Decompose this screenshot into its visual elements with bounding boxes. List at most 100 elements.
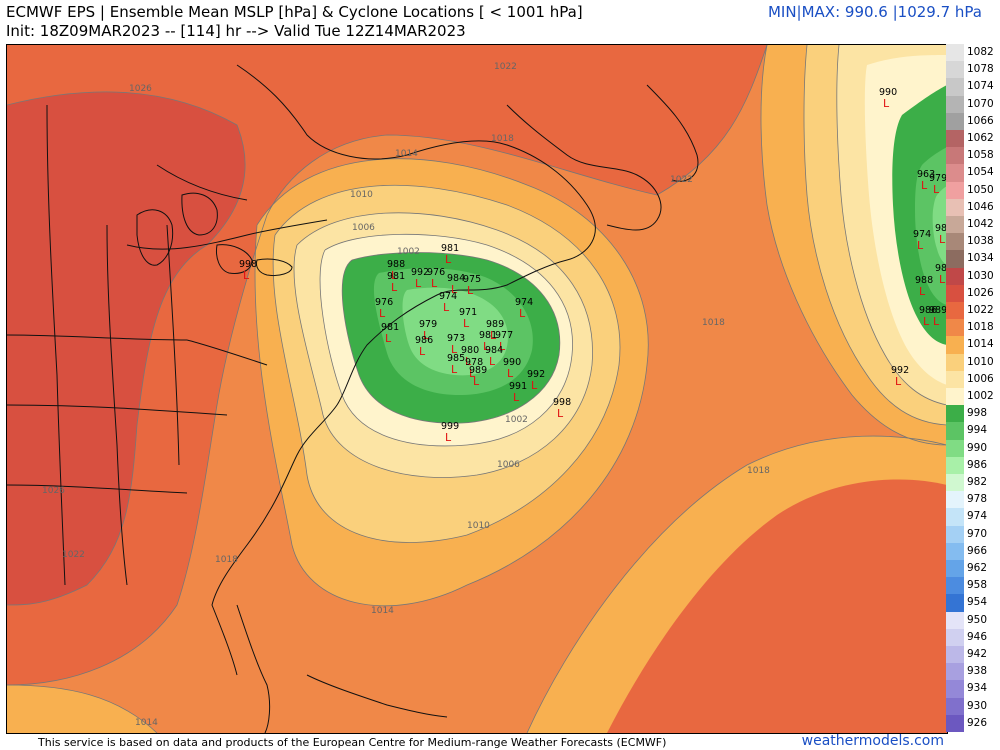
colorbar-swatch (946, 542, 964, 560)
colorbar-label: 958 (967, 579, 988, 592)
cyclone-pressure: 986 (415, 335, 433, 346)
colorbar-swatch (946, 508, 964, 526)
colorbar-swatch (946, 250, 964, 268)
isobar-label: 1018 (747, 466, 770, 476)
colorbar-swatch (946, 267, 964, 285)
great-lakes (136, 192, 293, 276)
cyclone-pressure: 985 (447, 353, 465, 364)
isobar-lines (7, 45, 947, 733)
colorbar-entry: 998 (946, 405, 1000, 423)
isobar-label: 1018 (491, 134, 514, 144)
colorbar-swatch (946, 628, 964, 646)
colorbar-entry: 950 (946, 611, 1000, 629)
low-symbol: L (451, 283, 458, 296)
isobar-label: 1002 (505, 415, 528, 425)
colorbar-entry: 1018 (946, 319, 1000, 337)
site-link[interactable]: weathermodels.com (801, 733, 944, 749)
colorbar-entry: 1038 (946, 233, 1000, 251)
colorbar-swatch (946, 198, 964, 216)
colorbar-entry: 962 (946, 560, 1000, 578)
isobar-label: 1022 (494, 62, 517, 72)
colorbar-swatch (946, 680, 964, 698)
colorbar-entry: 1082 (946, 44, 1000, 62)
colorbar-swatch (946, 474, 964, 492)
cyclone-pressure: 984 (935, 223, 947, 234)
pressure-colorbar: 1082 1078 1074 1070 1066 1062 1058 1054 1050 1046… (946, 44, 1000, 732)
colorbar-swatch (946, 697, 964, 715)
colorbar-entry: 954 (946, 594, 1000, 612)
colorbar-entry: 982 (946, 474, 1000, 492)
colorbar-label: 942 (967, 648, 988, 660)
colorbar-entry: 926 (946, 714, 1000, 732)
colorbar-swatch (946, 95, 964, 113)
colorbar-label: 1002 (967, 390, 994, 402)
low-symbol: L (391, 269, 398, 282)
cyclone-marker: 983L (935, 263, 947, 286)
low-symbol: L (467, 284, 474, 297)
isobar-label: 1014 (371, 606, 394, 616)
low-symbol: L (451, 363, 458, 376)
colorbar-entry: 1050 (946, 181, 1000, 199)
colorbar-swatch (946, 78, 964, 96)
isobar-label: 1006 (497, 460, 520, 470)
colorbar-label: 1082 (967, 46, 994, 58)
cyclone-pressure: 979 (419, 319, 437, 330)
colorbar-swatch (946, 233, 964, 251)
cyclone-pressure: 999 (441, 421, 459, 432)
cyclone-pressure: 992 (891, 365, 909, 376)
isobar-label: 1026 (129, 84, 152, 94)
cyclone-pressure: 998 (239, 259, 257, 270)
low-symbol: L (445, 253, 452, 266)
colorbar-swatch (946, 646, 964, 664)
low-symbol: L (483, 340, 490, 353)
cyclone-pressure: 976 (375, 297, 393, 308)
colorbar-label: 966 (967, 544, 988, 557)
colorbar-entry: 1034 (946, 250, 1000, 268)
colorbar-swatch (946, 456, 964, 474)
colorbar-swatch (946, 370, 964, 388)
low-symbol: L (473, 375, 480, 388)
colorbar-entry: 986 (946, 456, 1000, 474)
low-symbol: L (391, 281, 398, 294)
colorbar-label: 1018 (967, 321, 994, 334)
colorbar-swatch (946, 181, 964, 199)
colorbar-label: 1058 (967, 149, 994, 162)
cyclone-pressure: 979 (929, 173, 947, 184)
colorbar-swatch (946, 284, 964, 302)
colorbar-label: 998 (967, 407, 988, 420)
colorbar-label: 982 (967, 476, 988, 488)
coastlines (7, 64, 699, 733)
colorbar-entry: 1046 (946, 198, 1000, 216)
cyclone-pressure: 974 (515, 297, 533, 308)
colorbar-entry: 1062 (946, 130, 1000, 148)
region-990-east (932, 186, 947, 265)
colorbar-entry: 1070 (946, 95, 1000, 113)
colorbar-label: 1038 (967, 235, 994, 248)
colorbar-entry: 1066 (946, 112, 1000, 130)
colorbar-swatch (946, 439, 964, 457)
colorbar-swatch (946, 663, 964, 681)
colorbar-entry: 990 (946, 439, 1000, 457)
colorbar-label: 962 (967, 562, 988, 574)
isobar-label: 1022 (670, 175, 693, 185)
colorbar-label: 926 (967, 716, 988, 729)
region-990-storm (402, 287, 508, 376)
colorbar-entry: 970 (946, 525, 1000, 543)
low-symbol: L (939, 233, 946, 246)
cyclone-pressure: 990 (879, 87, 897, 98)
low-symbol: L (423, 329, 430, 342)
chart-title: ECMWF EPS | Ensemble Mean MSLP [hPa] & C… (6, 3, 583, 21)
colorbar-entry: 974 (946, 508, 1000, 526)
